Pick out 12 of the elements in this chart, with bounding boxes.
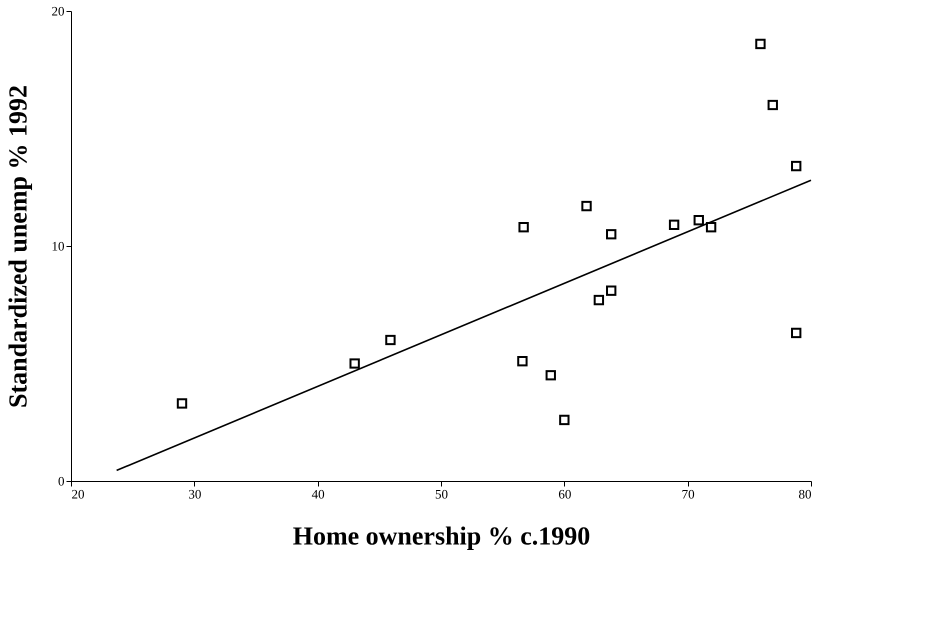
y-tick-label: 20 [52,4,64,18]
y-tick-label: 0 [58,474,64,488]
y-axis-title: Standardized unemp % 1992 [4,85,32,408]
x-tick-label: 30 [188,486,202,502]
x-tick-label: 80 [798,486,812,502]
y-tick-label: 10 [52,238,64,254]
x-axis-title: Home ownership % c.1990 [292,522,590,550]
x-tick-label: 40 [312,486,325,502]
x-tick-label: 20 [72,486,84,502]
x-tick-label: 60 [558,486,572,502]
x-tick-label: 70 [682,486,695,502]
x-tick-label: 50 [435,486,448,502]
